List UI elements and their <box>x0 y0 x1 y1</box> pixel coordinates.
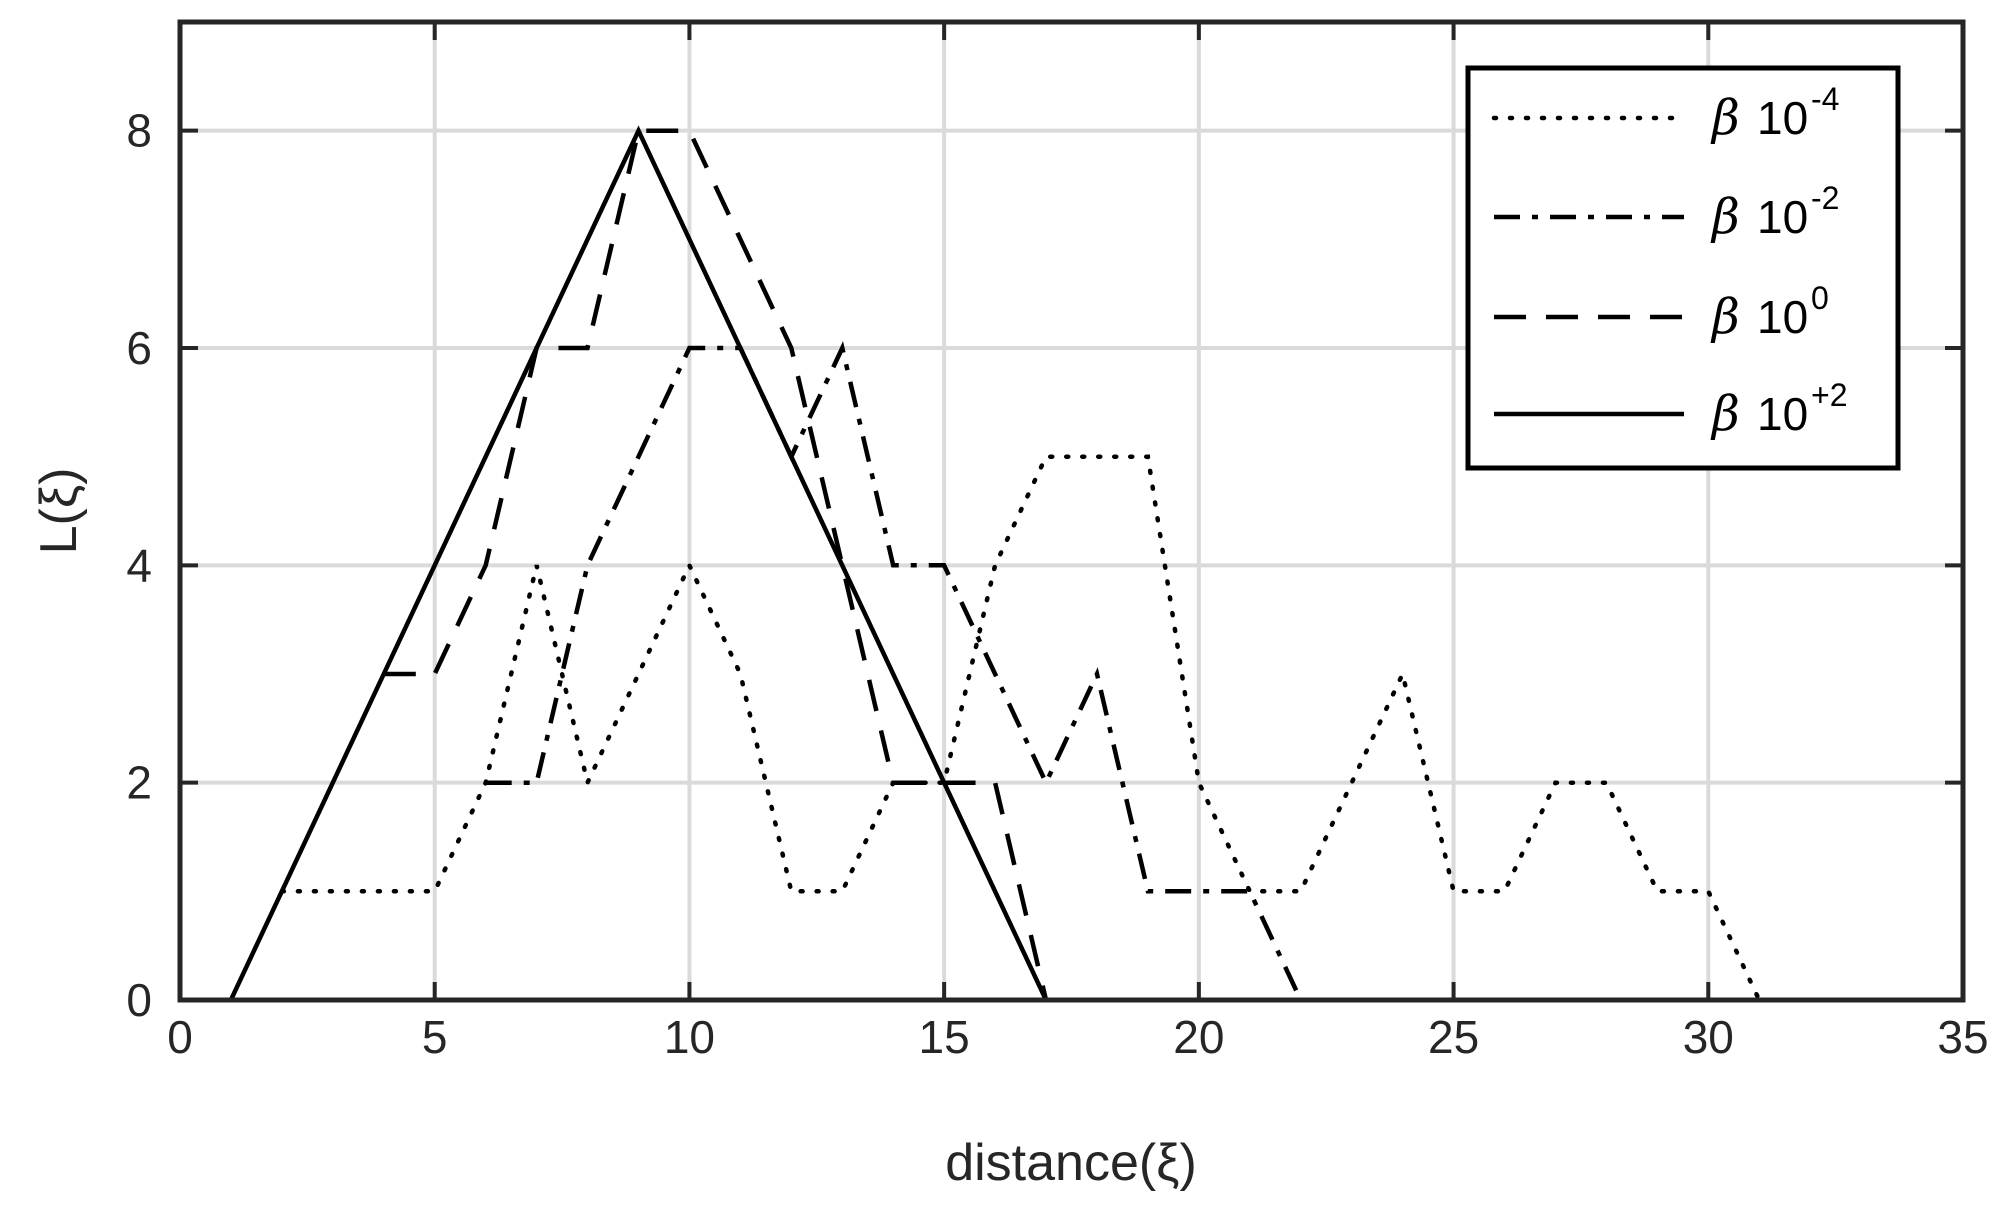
legend-beta: β <box>1710 386 1740 442</box>
x-tick-label: 15 <box>919 1011 970 1063</box>
x-tick-label: 35 <box>1937 1011 1988 1063</box>
series-line-dotted <box>279 454 1762 1003</box>
legend-beta: β <box>1710 189 1740 245</box>
legend-exponent: -4 <box>1811 81 1839 117</box>
ticks <box>178 22 1965 1002</box>
y-tick-label: 6 <box>126 322 152 374</box>
series-line-dashdot <box>485 341 1303 1001</box>
y-tick-label: 0 <box>126 974 152 1026</box>
plot-frame <box>177 19 1966 1003</box>
legend-exponent: 0 <box>1811 280 1829 316</box>
legend-exponent: -2 <box>1811 180 1839 216</box>
y-tick-label: 4 <box>126 539 152 591</box>
legend-beta: β <box>1710 90 1740 146</box>
legend-base: 10 <box>1757 291 1808 343</box>
legend-exponent: +2 <box>1811 377 1847 413</box>
y-tick-label: 2 <box>126 757 152 809</box>
x-tick-label: 5 <box>422 1011 448 1063</box>
x-tick-label: 0 <box>167 1011 193 1063</box>
series-line-solid <box>228 125 1049 1001</box>
y-axis-label: L(ξ) <box>30 468 88 555</box>
tick-labels: 0 5 10 15 20 25 30 35 0 2 4 6 8 <box>126 105 1988 1063</box>
x-tick-label: 25 <box>1428 1011 1479 1063</box>
legend-beta: β <box>1710 289 1740 345</box>
x-tick-label: 30 <box>1683 1011 1734 1063</box>
y-tick-label: 8 <box>126 105 152 157</box>
legend-base: 10 <box>1757 92 1808 144</box>
series-line-dashed <box>383 128 1049 1001</box>
legend: β 10 -4β 10 -2β 10 0β 10 +2 <box>1465 65 1901 471</box>
x-tick-label: 20 <box>1173 1011 1224 1063</box>
legend-base: 10 <box>1757 388 1808 440</box>
x-axis-label: distance(ξ) <box>945 1134 1197 1192</box>
series-layer <box>228 125 1762 1003</box>
x-tick-label: 10 <box>664 1011 715 1063</box>
legend-box <box>1465 65 1901 471</box>
legend-base: 10 <box>1757 191 1808 243</box>
